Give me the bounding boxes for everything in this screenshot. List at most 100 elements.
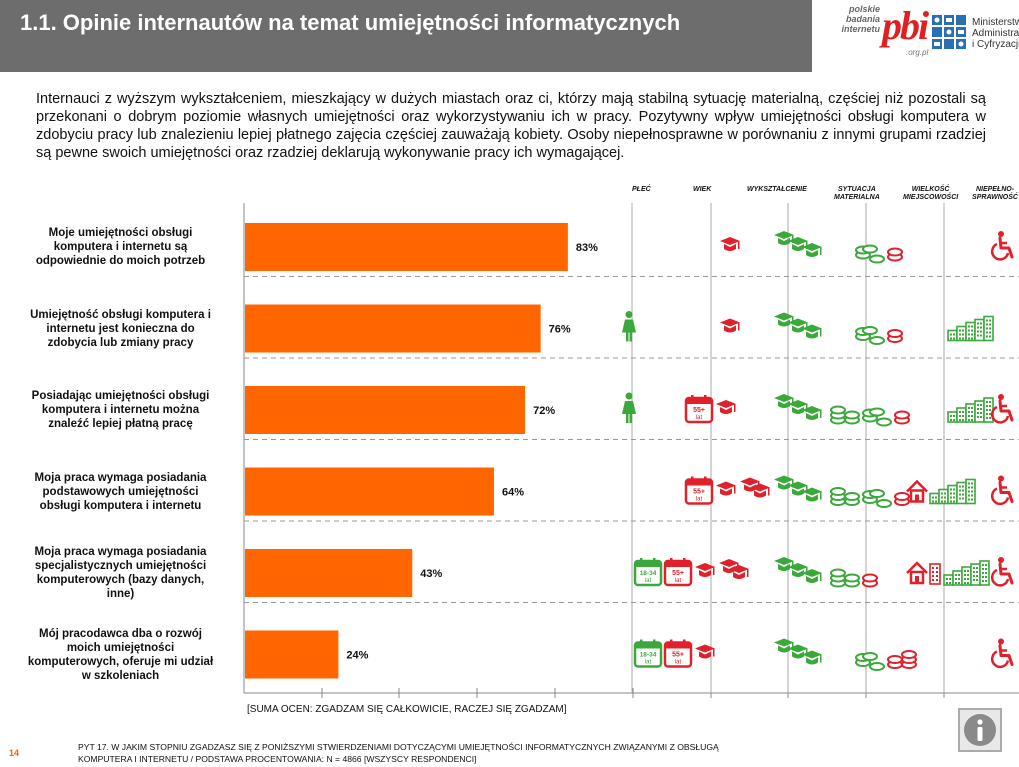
grad-red-icon — [695, 563, 715, 577]
grad-red-icon — [720, 318, 740, 333]
logo-area: polskie badania internetu pbi .org.pl Mi… — [812, 0, 1019, 72]
col-header-wielkosc-1: WIELKOŚĆ — [911, 186, 950, 193]
row-label-line: komputera i internetu są — [53, 241, 188, 253]
ministry-line-2: Administracji — [972, 28, 1019, 39]
row-label-line: Umiejętność obsługi komputera i — [30, 308, 211, 321]
grad3-green-icon — [774, 312, 822, 339]
header-bar: 1.1. Opinie internautów na temat umiejęt… — [0, 0, 812, 72]
row-icons — [622, 311, 994, 345]
cal55-red-icon: 55+lat — [684, 395, 714, 424]
ministry-logo-icon — [932, 15, 966, 49]
pbi-line-2: badania — [845, 14, 880, 24]
col-header-niepeln-1: NIEPEŁNO- — [975, 186, 1015, 193]
row-label: Moja praca wymaga posiadania podstawowych… — [8, 471, 233, 513]
pbi-logo: pbi — [882, 3, 929, 48]
grad3-green-icon — [774, 394, 822, 420]
coins3-green-icon — [830, 405, 860, 425]
row-label-line: Moja praca wymaga posiadania — [34, 471, 207, 484]
chart-note: [SUMA OCEN: ZGADZAM SIĘ CAŁKOWICIE, RACZ… — [247, 704, 567, 715]
row-label: Moja praca wymaga posiadania specjalistyc… — [8, 545, 233, 601]
grad3-green-icon — [774, 557, 822, 583]
svg-text:lat: lat — [696, 415, 703, 421]
col-header-niepeln: NIEPEŁNO- SPRAWNOŚĆ — [971, 186, 1019, 202]
bar-value-label: 76% — [549, 324, 571, 336]
bar-value-label: 72% — [533, 405, 555, 417]
row-label-line: Mój pracodawca dba o rozwój — [39, 627, 202, 640]
coin1-red-icon — [894, 492, 910, 506]
ministry-name: Ministerstwo Administracji i Cyfryzacji — [972, 17, 1019, 50]
row-label-line: podstawowych umiejętności — [42, 485, 199, 498]
grad3-green-icon — [774, 475, 822, 502]
grad2-red-icon — [740, 477, 770, 498]
coin1-red-icon — [862, 573, 878, 588]
svg-text:lat: lat — [645, 660, 652, 666]
coins2-green-icon — [855, 652, 885, 671]
row-label-line: komputerowych, oferuje mi udział — [27, 655, 214, 668]
female-green-icon — [622, 392, 636, 423]
footer-question: PYT 17. W JAKIM STOPNIU ZGADZASZ SIĘ Z P… — [78, 741, 719, 765]
bar — [245, 467, 494, 516]
grad-red-icon — [695, 644, 715, 659]
wheelchair-red-icon — [990, 231, 1014, 261]
pbi-domain: .org.pl — [906, 48, 929, 57]
coins2-green-icon — [855, 326, 885, 345]
row-label: Mój pracodawca dba o rozwój moich umiejęt… — [8, 627, 233, 683]
row-label-line: odpowiednie do moich potrzeb — [35, 255, 206, 267]
coin1-red-icon — [887, 329, 903, 343]
row-label-line: znaleźć lepiej płatną pracę — [48, 418, 193, 430]
svg-text:55+: 55+ — [693, 489, 705, 496]
bar — [245, 304, 541, 353]
svg-text:55+: 55+ — [693, 407, 705, 414]
col-header-wyksztalcenie: WYKSZTAŁCENIE — [747, 186, 807, 193]
coins3-green-icon — [830, 487, 860, 506]
coins3-green-icon — [830, 568, 860, 588]
city-green-icon — [943, 560, 990, 586]
bar — [245, 223, 568, 271]
row-label-line: komputerowych (bazy danych, — [36, 574, 205, 586]
pbi-line-1: polskie — [848, 4, 880, 14]
wheelchair-red-icon — [990, 475, 1014, 506]
row-label-line: Moja praca wymaga posiadania — [34, 546, 207, 558]
intro-text: Internauci z wyższym wykształceniem, mie… — [36, 91, 986, 161]
col-header-niepeln-2: SPRAWNOŚĆ — [972, 194, 1018, 201]
house-red-icon — [906, 479, 928, 503]
row-label-line: komputera i internetu można — [41, 404, 200, 416]
svg-text:lat: lat — [675, 578, 682, 584]
col-header-sytuacja: SYTUACJA MATERIALNA — [834, 186, 880, 202]
block-red-icon — [929, 563, 941, 585]
info-button[interactable] — [958, 708, 1002, 752]
bar — [245, 549, 413, 597]
row-label-line: internetu jest konieczna do — [46, 322, 195, 335]
row-label-line: obsługi komputera i internetu — [39, 499, 202, 512]
col-header-plec: PŁEĆ — [632, 186, 651, 193]
pbi-line-3: internetu — [841, 24, 880, 34]
coins2-red-icon — [887, 650, 917, 669]
row-label-line: Posiadając umiejętności obsługi — [31, 390, 210, 402]
coin1-red-icon — [894, 410, 910, 425]
footer-line-1: PYT 17. W JAKIM STOPNIU ZGADZASZ SIĘ Z P… — [78, 742, 719, 752]
coins2-green-icon — [855, 244, 885, 264]
col-header-wielkosc-2: MIEJSCOWOŚCI — [903, 194, 959, 201]
wheelchair-red-icon — [990, 557, 1014, 587]
col-header-wiek: WIEK — [693, 186, 712, 193]
row-icons: 55+lat — [684, 475, 1014, 508]
bar-value-label: 64% — [502, 487, 524, 499]
bar-value-label: 24% — [346, 650, 368, 662]
row-label: Posiadając umiejętności obsługi komputera… — [8, 389, 233, 431]
svg-text:lat: lat — [696, 497, 703, 503]
svg-text:55+: 55+ — [672, 570, 684, 577]
coin1-red-icon — [887, 247, 903, 262]
row-label-line: zdobycia lub zmiany pracy — [47, 336, 194, 349]
wheelchair-red-icon — [990, 394, 1014, 424]
bar — [245, 630, 339, 679]
col-header-sytuacja-2: MATERIALNA — [834, 194, 880, 201]
svg-text:55+: 55+ — [672, 652, 684, 659]
pbi-tagline: polskie badania internetu — [840, 4, 880, 34]
row-label-line: specjalistycznych umiejętności — [34, 560, 207, 572]
house-red-icon — [906, 561, 928, 585]
row-label-line: inne) — [106, 588, 135, 600]
row-label-line: w szkoleniach — [81, 669, 160, 682]
page-title: 1.1. Opinie internautów na temat umiejęt… — [20, 10, 681, 35]
